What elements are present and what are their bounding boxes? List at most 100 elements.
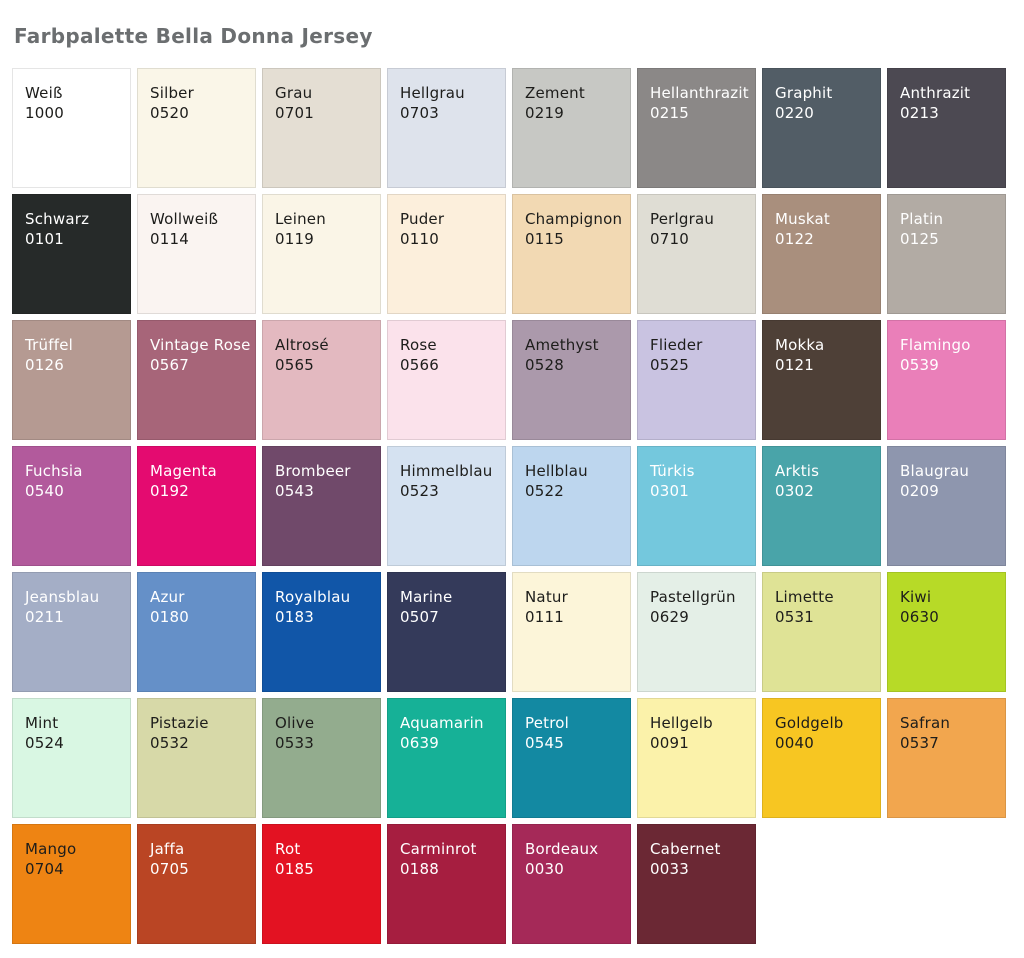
color-swatch-0220: Graphit 0220 [762, 68, 881, 188]
swatch-name: Marine [400, 588, 453, 606]
swatch-name: Carminrot [400, 840, 477, 858]
swatch-name: Hellgrau [400, 84, 465, 102]
swatch-name: Hellblau [525, 462, 588, 480]
swatch-code: 0629 [650, 608, 689, 626]
swatch-name: Türkis [650, 462, 695, 480]
swatch-name: Arktis [775, 462, 820, 480]
color-swatch-0567: Vintage Rose 0567 [137, 320, 256, 440]
swatch-name: Flieder [650, 336, 703, 354]
color-swatch-0545: Petrol 0545 [512, 698, 631, 818]
swatch-code: 0545 [525, 734, 564, 752]
color-swatch-0532: Pistazie 0532 [137, 698, 256, 818]
color-swatch-0522: Hellblau 0522 [512, 446, 631, 566]
swatch-name: Royalblau [275, 588, 351, 606]
color-swatch-0215: Hellanthrazit 0215 [637, 68, 756, 188]
swatch-code: 0528 [525, 356, 564, 374]
swatch-code: 0030 [525, 860, 564, 878]
color-swatch-0566: Rose 0566 [387, 320, 506, 440]
swatch-code: 0566 [400, 356, 439, 374]
swatch-name: Graphit [775, 84, 833, 102]
swatch-code: 0520 [150, 104, 189, 122]
color-swatch-0115: Champignon 0115 [512, 194, 631, 314]
swatch-code: 0219 [525, 104, 564, 122]
color-swatch-0101: Schwarz 0101 [12, 194, 131, 314]
swatch-name: Pistazie [150, 714, 209, 732]
swatch-name: Pastellgrün [650, 588, 736, 606]
swatch-name: Kiwi [900, 588, 932, 606]
color-swatch-0030: Bordeaux 0030 [512, 824, 631, 944]
color-swatch-0543: Brombeer 0543 [262, 446, 381, 566]
swatch-code: 0091 [650, 734, 689, 752]
swatch-name: Azur [150, 588, 185, 606]
swatch-name: Champignon [525, 210, 623, 228]
swatch-name: Limette [775, 588, 834, 606]
swatch-code: 0192 [150, 482, 189, 500]
swatch-code: 0567 [150, 356, 189, 374]
swatch-code: 0507 [400, 608, 439, 626]
swatch-code: 0537 [900, 734, 939, 752]
color-swatch-0523: Himmelblau 0523 [387, 446, 506, 566]
color-swatch-0528: Amethyst 0528 [512, 320, 631, 440]
swatch-code: 0531 [775, 608, 814, 626]
color-swatch-0119: Leinen 0119 [262, 194, 381, 314]
swatch-code: 0525 [650, 356, 689, 374]
color-swatch-0192: Magenta 0192 [137, 446, 256, 566]
color-swatch-0188: Carminrot 0188 [387, 824, 506, 944]
swatch-code: 0302 [775, 482, 814, 500]
color-swatch-0540: Fuchsia 0540 [12, 446, 131, 566]
swatch-code: 0119 [275, 230, 314, 248]
color-swatch-0213: Anthrazit 0213 [887, 68, 1006, 188]
swatch-name: Bordeaux [525, 840, 599, 858]
color-swatch-0302: Arktis 0302 [762, 446, 881, 566]
swatch-name: Natur [525, 588, 568, 606]
color-swatch-0630: Kiwi 0630 [887, 572, 1006, 692]
swatch-name: Zement [525, 84, 585, 102]
swatch-name: Vintage Rose [150, 336, 251, 354]
swatch-code: 0630 [900, 608, 939, 626]
swatch-name: Hellgelb [650, 714, 713, 732]
color-swatch-0211: Jeansblau 0211 [12, 572, 131, 692]
swatch-name: Jaffa [150, 840, 185, 858]
color-swatch-0114: Wollweiß 0114 [137, 194, 256, 314]
color-swatch-0209: Blaugrau 0209 [887, 446, 1006, 566]
color-swatch-0091: Hellgelb 0091 [637, 698, 756, 818]
swatch-name: Trüffel [25, 336, 73, 354]
swatch-name: Rot [275, 840, 301, 858]
color-swatch-0183: Royalblau 0183 [262, 572, 381, 692]
swatch-code: 0565 [275, 356, 314, 374]
swatch-code: 0213 [900, 104, 939, 122]
swatch-name: Leinen [275, 210, 326, 228]
swatch-name: Platin [900, 210, 944, 228]
color-swatch-0122: Muskat 0122 [762, 194, 881, 314]
color-swatch-0533: Olive 0533 [262, 698, 381, 818]
swatch-name: Mokka [775, 336, 825, 354]
swatch-name: Muskat [775, 210, 830, 228]
color-swatch-0125: Platin 0125 [887, 194, 1006, 314]
color-swatch-0507: Marine 0507 [387, 572, 506, 692]
color-swatch-0704: Mango 0704 [12, 824, 131, 944]
swatch-code: 1000 [25, 104, 64, 122]
swatch-code: 0211 [25, 608, 64, 626]
swatch-code: 0110 [400, 230, 439, 248]
swatch-code: 0185 [275, 860, 314, 878]
swatch-code: 0220 [775, 104, 814, 122]
swatch-code: 0540 [25, 482, 64, 500]
swatch-name: Aquamarin [400, 714, 484, 732]
color-swatch-0565: Altrosé 0565 [262, 320, 381, 440]
color-swatch-0701: Grau 0701 [262, 68, 381, 188]
swatch-code: 0183 [275, 608, 314, 626]
swatch-name: Flamingo [900, 336, 971, 354]
swatch-name: Perlgrau [650, 210, 715, 228]
color-swatch-0219: Zement 0219 [512, 68, 631, 188]
swatch-code: 0114 [150, 230, 189, 248]
swatch-code: 0125 [900, 230, 939, 248]
swatch-code: 0523 [400, 482, 439, 500]
swatch-code: 0705 [150, 860, 189, 878]
swatch-name: Mint [25, 714, 59, 732]
swatch-code: 0543 [275, 482, 314, 500]
color-swatch-0639: Aquamarin 0639 [387, 698, 506, 818]
swatch-name: Blaugrau [900, 462, 970, 480]
color-swatch-0703: Hellgrau 0703 [387, 68, 506, 188]
swatch-code: 0704 [25, 860, 64, 878]
